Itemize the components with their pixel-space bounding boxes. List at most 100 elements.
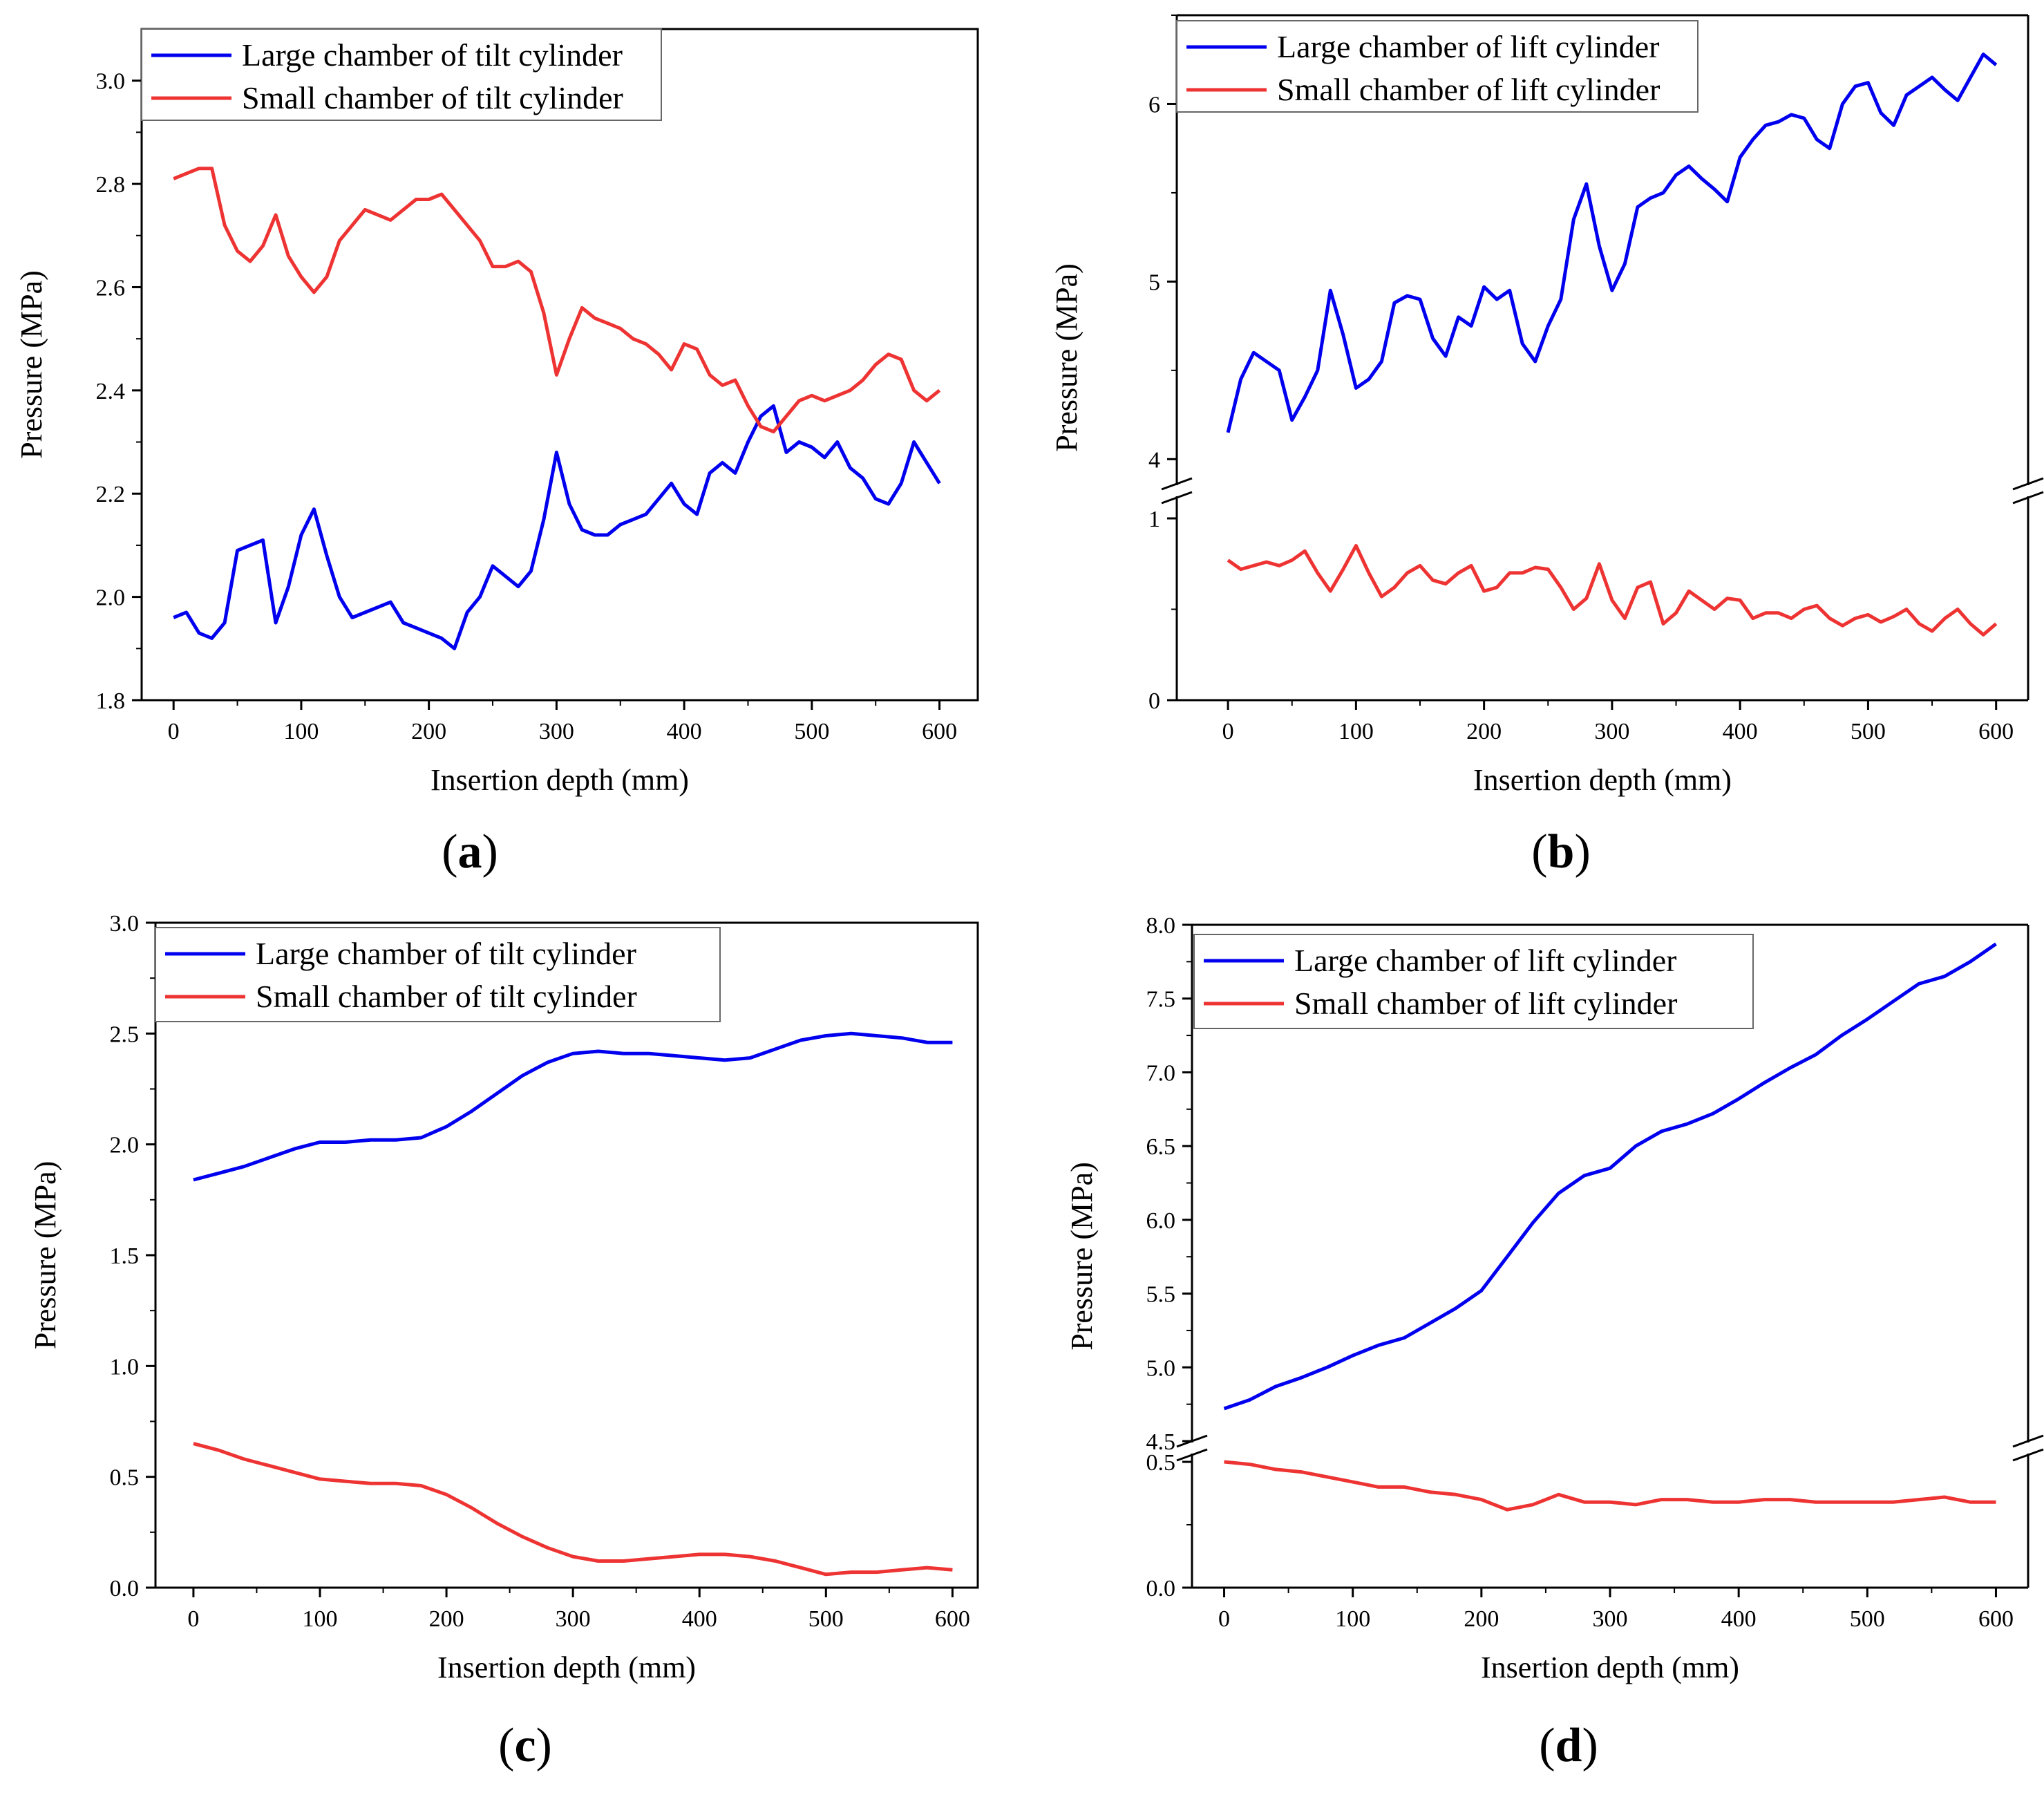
y-tick-label: 2.8	[96, 172, 126, 198]
panel-label-paren: (	[498, 1719, 514, 1772]
series-line-blue	[1223, 942, 1997, 1411]
y-tick-label: 2.2	[96, 482, 126, 507]
panel-label-letter: c	[514, 1719, 536, 1772]
panel-label-paren: )	[1574, 825, 1590, 878]
x-tick-label: 200	[1466, 719, 1502, 744]
legend-box	[1193, 934, 1754, 1029]
y-tick-label: 2.5	[110, 1022, 140, 1047]
legend-box	[141, 28, 662, 121]
x-axis-title: Insertion depth (mm)	[1473, 763, 1732, 797]
series-line-blue	[193, 1031, 953, 1182]
x-tick-label: 300	[1593, 1606, 1628, 1632]
y-tick-label: 2.4	[96, 379, 126, 404]
y-tick-label: 7.5	[1146, 987, 1176, 1013]
axis-break-mark	[1161, 491, 1193, 505]
series-line-red	[1224, 1460, 1996, 1512]
y-tick-label: 2.6	[96, 275, 126, 301]
y-tick-label: 0.5	[110, 1465, 140, 1491]
legend-box	[1176, 20, 1698, 113]
x-tick-label: 300	[556, 1606, 591, 1632]
x-tick-label: 500	[808, 1606, 844, 1632]
y-tick-label: 2.0	[110, 1133, 140, 1158]
y-tick-label: 5.0	[1146, 1355, 1176, 1381]
legend-box	[155, 927, 721, 1022]
chart-panel-a: 1.8 2.0 2.2 2.4 2.6 2.8 3.0 0 100 200 300 400 500 600…	[15, 28, 979, 878]
chart-panel-c: 0.0 0.5 1.0 1.5 2.0 2.5 3.0 0 100 200 300 400 500 600…	[28, 911, 979, 1772]
legend-entry: Small chamber of tilt cylinder	[242, 80, 623, 115]
series-line-red	[1227, 544, 1998, 637]
panel-label: (d)	[1539, 1719, 1598, 1772]
axis-break-mark	[2012, 1448, 2044, 1462]
chart-panel-d: 4.5 5.0 5.5 6.0 6.5 7.0 7.5 8.0 0.0 0.5 0 100 200 300…	[1065, 913, 2044, 1772]
y-tick-label: 6	[1148, 92, 1160, 118]
y-tick-label: 3.0	[96, 69, 126, 95]
panel-label-letter: b	[1548, 825, 1575, 878]
x-tick-label: 300	[539, 719, 574, 744]
y-tick-label: 6.0	[1146, 1208, 1176, 1234]
y-tick-label: 3.0	[110, 911, 140, 937]
x-tick-label: 0	[1222, 719, 1234, 744]
legend: Large chamber of tilt cylinder Small cham…	[141, 28, 662, 121]
y-tick-label: 0	[1148, 688, 1160, 714]
legend-entry: Large chamber of tilt cylinder	[242, 37, 623, 73]
y-tick-label: 8.0	[1146, 913, 1176, 939]
y-tick-label: 4	[1148, 447, 1160, 473]
series-line-red	[193, 1442, 953, 1577]
legend: Large chamber of lift cylinder Small cham…	[1193, 934, 1754, 1029]
x-tick-label: 400	[667, 719, 702, 744]
x-tick-label: 500	[1850, 1606, 1885, 1632]
y-tick-label: 7.0	[1146, 1060, 1176, 1086]
y-tick-label: 2.0	[96, 585, 126, 611]
panel-label: (a)	[442, 825, 498, 878]
series-line-blue	[173, 404, 941, 650]
y-tick-label: 1.5	[110, 1243, 140, 1269]
x-axis-title: Insertion depth (mm)	[430, 763, 689, 797]
x-axis-title: Insertion depth (mm)	[1481, 1651, 1739, 1684]
legend-entry: Large chamber of lift cylinder	[1277, 29, 1659, 64]
x-tick-label: 500	[1851, 719, 1886, 744]
y-axis-title: Pressure (MPa)	[15, 270, 48, 459]
x-tick-label: 100	[1338, 719, 1374, 744]
x-tick-label: 0	[1218, 1606, 1230, 1632]
x-tick-label: 400	[1723, 719, 1758, 744]
plot-frame	[154, 921, 979, 1589]
y-axis-title: Pressure (MPa)	[28, 1161, 62, 1350]
legend-entry: Large chamber of lift cylinder	[1294, 943, 1676, 978]
panel-label: (b)	[1531, 825, 1591, 878]
x-tick-label: 600	[1978, 719, 2014, 744]
x-tick-label: 200	[429, 1606, 464, 1632]
panel-label-paren: (	[1531, 825, 1547, 878]
x-tick-label: 100	[283, 719, 319, 744]
legend: Large chamber of lift cylinder Small cham…	[1176, 20, 1698, 113]
x-axis-title: Insertion depth (mm)	[437, 1651, 696, 1684]
panel-label-paren: )	[1582, 1719, 1598, 1772]
y-tick-label: 1	[1148, 507, 1160, 532]
y-tick-label: 5.5	[1146, 1282, 1176, 1308]
axis-break-mark	[2012, 477, 2044, 491]
series-line-red	[173, 167, 941, 434]
legend-entry: Small chamber of tilt cylinder	[256, 979, 637, 1014]
x-tick-label: 100	[303, 1606, 338, 1632]
x-tick-label: 600	[935, 1606, 970, 1632]
y-tick-label: 0.0	[1146, 1576, 1176, 1601]
panel-label-letter: d	[1555, 1719, 1582, 1772]
chart-panel-b: 4 5 6 0 1 0 100 200 300 400 500 600 Insertion depth …	[1050, 14, 2044, 878]
legend: Large chamber of tilt cylinder Small cham…	[155, 927, 721, 1022]
legend-entry: Small chamber of lift cylinder	[1277, 72, 1660, 107]
series-line-blue	[1226, 53, 1998, 433]
x-tick-label: 200	[1464, 1606, 1499, 1632]
x-tick-label: 600	[922, 719, 957, 744]
panel-label: (c)	[498, 1719, 552, 1772]
y-axis-title: Pressure (MPa)	[1065, 1162, 1099, 1351]
x-tick-label: 400	[682, 1606, 717, 1632]
x-tick-label: 200	[411, 719, 446, 744]
y-tick-label: 1.8	[96, 688, 126, 714]
x-tick-label: 600	[1978, 1606, 2014, 1632]
panel-label-paren: (	[1539, 1719, 1555, 1772]
y-axis-title: Pressure (MPa)	[1050, 263, 1083, 452]
axis-break-mark	[1161, 477, 1193, 491]
axis-break-mark	[2012, 491, 2044, 505]
panel-label-paren: )	[482, 825, 498, 878]
y-tick-label: 5	[1148, 270, 1160, 295]
